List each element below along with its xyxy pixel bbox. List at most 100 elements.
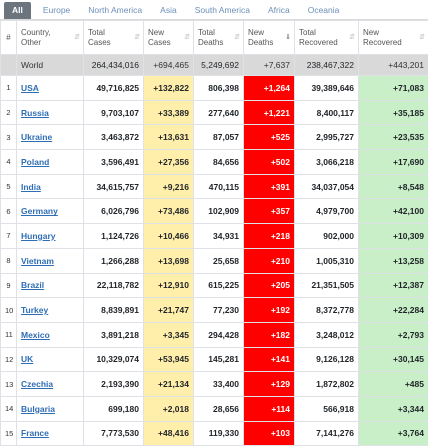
country-cell: Mexico — [17, 322, 84, 347]
total-recovered-cell: 7,141,276 — [295, 421, 359, 446]
new-recovered-cell: +12,387 — [359, 273, 428, 298]
country-link[interactable]: Ukraine — [21, 132, 52, 142]
header-total-cases[interactable]: Total Cases⇵ — [84, 21, 144, 55]
country-cell: Vietnam — [17, 248, 84, 273]
new-cases-cell: +13,698 — [144, 248, 194, 273]
new-deaths-cell: +525 — [244, 125, 295, 150]
header-country-label: Country, Other — [21, 28, 67, 48]
country-link[interactable]: France — [21, 428, 49, 438]
total-deaths-cell: 277,640 — [194, 100, 244, 125]
country-link[interactable]: Germany — [21, 206, 58, 216]
country-cell: Turkey — [17, 298, 84, 323]
total-deaths-cell: 28,656 — [194, 396, 244, 421]
country-cell: Ukraine — [17, 125, 84, 150]
tab-oceania[interactable]: Oceania — [302, 2, 346, 19]
header-new-deaths[interactable]: New Deaths⇓ — [244, 21, 295, 55]
total-deaths-cell: 87,057 — [194, 125, 244, 150]
country-link[interactable]: Poland — [21, 157, 49, 167]
header-total-recovered[interactable]: Total Recovered⇵ — [295, 21, 359, 55]
sort-arrows-icon: ⇵ — [184, 33, 190, 43]
total-deaths-cell: 25,658 — [194, 248, 244, 273]
header-new-recovered[interactable]: New Recovered⇵ — [359, 21, 428, 55]
world-total-cases: 264,434,016 — [84, 55, 144, 76]
new-cases-cell: +73,486 — [144, 199, 194, 224]
total-cases-cell: 10,329,074 — [84, 347, 144, 372]
tab-africa[interactable]: Africa — [262, 2, 296, 19]
row-index: 1 — [1, 76, 17, 101]
country-link[interactable]: Brazil — [21, 280, 44, 290]
new-cases-cell: +9,216 — [144, 174, 194, 199]
tab-all[interactable]: All — [4, 2, 31, 19]
new-cases-cell: +21,134 — [144, 372, 194, 397]
total-recovered-cell: 2,995,727 — [295, 125, 359, 150]
new-cases-cell: +2,018 — [144, 396, 194, 421]
row-index: 2 — [1, 100, 17, 125]
country-cell: India — [17, 174, 84, 199]
new-cases-cell: +13,631 — [144, 125, 194, 150]
total-cases-cell: 34,615,757 — [84, 174, 144, 199]
new-recovered-cell: +2,793 — [359, 322, 428, 347]
new-recovered-cell: +10,309 — [359, 224, 428, 249]
total-cases-cell: 9,703,107 — [84, 100, 144, 125]
new-deaths-cell: +182 — [244, 322, 295, 347]
total-deaths-cell: 102,909 — [194, 199, 244, 224]
new-recovered-cell: +13,258 — [359, 248, 428, 273]
world-new-deaths: +7,637 — [244, 55, 295, 76]
country-link[interactable]: Czechia — [21, 379, 53, 389]
header-new-deaths-label: New Deaths — [248, 28, 278, 48]
total-cases-cell: 7,773,530 — [84, 421, 144, 446]
country-link[interactable]: USA — [21, 83, 39, 93]
total-cases-cell: 49,716,825 — [84, 76, 144, 101]
total-cases-cell: 3,596,491 — [84, 150, 144, 175]
tab-asia[interactable]: Asia — [154, 2, 183, 19]
new-cases-cell: +21,747 — [144, 298, 194, 323]
new-recovered-cell: +30,145 — [359, 347, 428, 372]
row-index: 11 — [1, 322, 17, 347]
new-deaths-cell: +103 — [244, 421, 295, 446]
total-recovered-cell: 4,979,700 — [295, 199, 359, 224]
country-link[interactable]: Bulgaria — [21, 404, 55, 414]
tab-south-america[interactable]: South America — [189, 2, 256, 19]
total-deaths-cell: 470,115 — [194, 174, 244, 199]
new-recovered-cell: +3,764 — [359, 421, 428, 446]
country-link[interactable]: Turkey — [21, 305, 48, 315]
row-index: 7 — [1, 224, 17, 249]
country-link[interactable]: Russia — [21, 108, 49, 118]
country-cell: Czechia — [17, 372, 84, 397]
covid-table: # Country, Other⇵ Total Cases⇵ New Cases… — [0, 20, 428, 446]
sort-arrows-icon: ⇵ — [234, 33, 240, 43]
country-link[interactable]: India — [21, 182, 41, 192]
new-recovered-cell: +17,690 — [359, 150, 428, 175]
header-total-cases-label: Total Cases — [88, 28, 124, 48]
tab-north-america[interactable]: North America — [82, 2, 148, 19]
world-index — [1, 55, 17, 76]
header-country[interactable]: Country, Other⇵ — [17, 21, 84, 55]
new-cases-cell: +48,416 — [144, 421, 194, 446]
country-link[interactable]: UK — [21, 354, 33, 364]
header-total-deaths[interactable]: Total Deaths⇵ — [194, 21, 244, 55]
total-cases-cell: 1,266,288 — [84, 248, 144, 273]
world-row: World 264,434,016 +694,465 5,249,692 +7,… — [1, 55, 428, 76]
new-recovered-cell: +3,344 — [359, 396, 428, 421]
country-link[interactable]: Hungary — [21, 231, 55, 241]
country-link[interactable]: Mexico — [21, 330, 50, 340]
new-deaths-cell: +129 — [244, 372, 295, 397]
country-link[interactable]: Vietnam — [21, 256, 54, 266]
tab-europe[interactable]: Europe — [37, 2, 76, 19]
new-recovered-cell: +23,535 — [359, 125, 428, 150]
new-cases-cell: +12,910 — [144, 273, 194, 298]
header-index[interactable]: # — [1, 21, 17, 55]
new-deaths-cell: +1,221 — [244, 100, 295, 125]
total-cases-cell: 22,118,782 — [84, 273, 144, 298]
world-new-cases: +694,465 — [144, 55, 194, 76]
total-recovered-cell: 1,872,802 — [295, 372, 359, 397]
new-cases-cell: +10,466 — [144, 224, 194, 249]
header-new-cases[interactable]: New Cases⇵ — [144, 21, 194, 55]
